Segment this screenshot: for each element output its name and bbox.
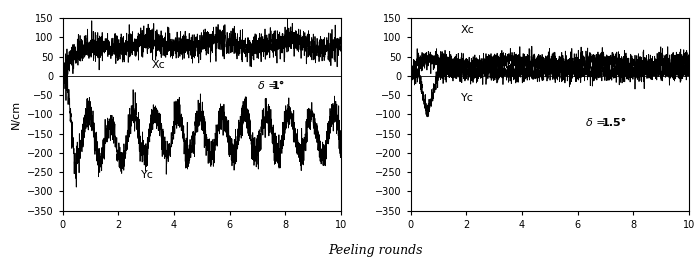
Text: Peeling rounds: Peeling rounds [329,244,423,257]
Text: Xc: Xc [152,60,166,70]
Text: Yc: Yc [141,170,153,180]
Text: Xc: Xc [461,25,475,35]
Y-axis label: N/cm: N/cm [11,100,22,129]
Text: δ =: δ = [586,118,609,128]
Text: Yc: Yc [461,93,473,103]
Text: 1°: 1° [271,81,285,91]
Text: δ =: δ = [258,81,280,91]
Text: 1.5°: 1.5° [601,118,626,128]
